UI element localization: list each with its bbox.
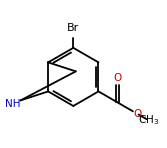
Text: CH$_3$: CH$_3$ — [138, 114, 159, 127]
Text: O: O — [133, 109, 142, 119]
Text: NH: NH — [5, 99, 20, 109]
Text: O: O — [113, 73, 121, 83]
Text: Br: Br — [67, 22, 79, 33]
